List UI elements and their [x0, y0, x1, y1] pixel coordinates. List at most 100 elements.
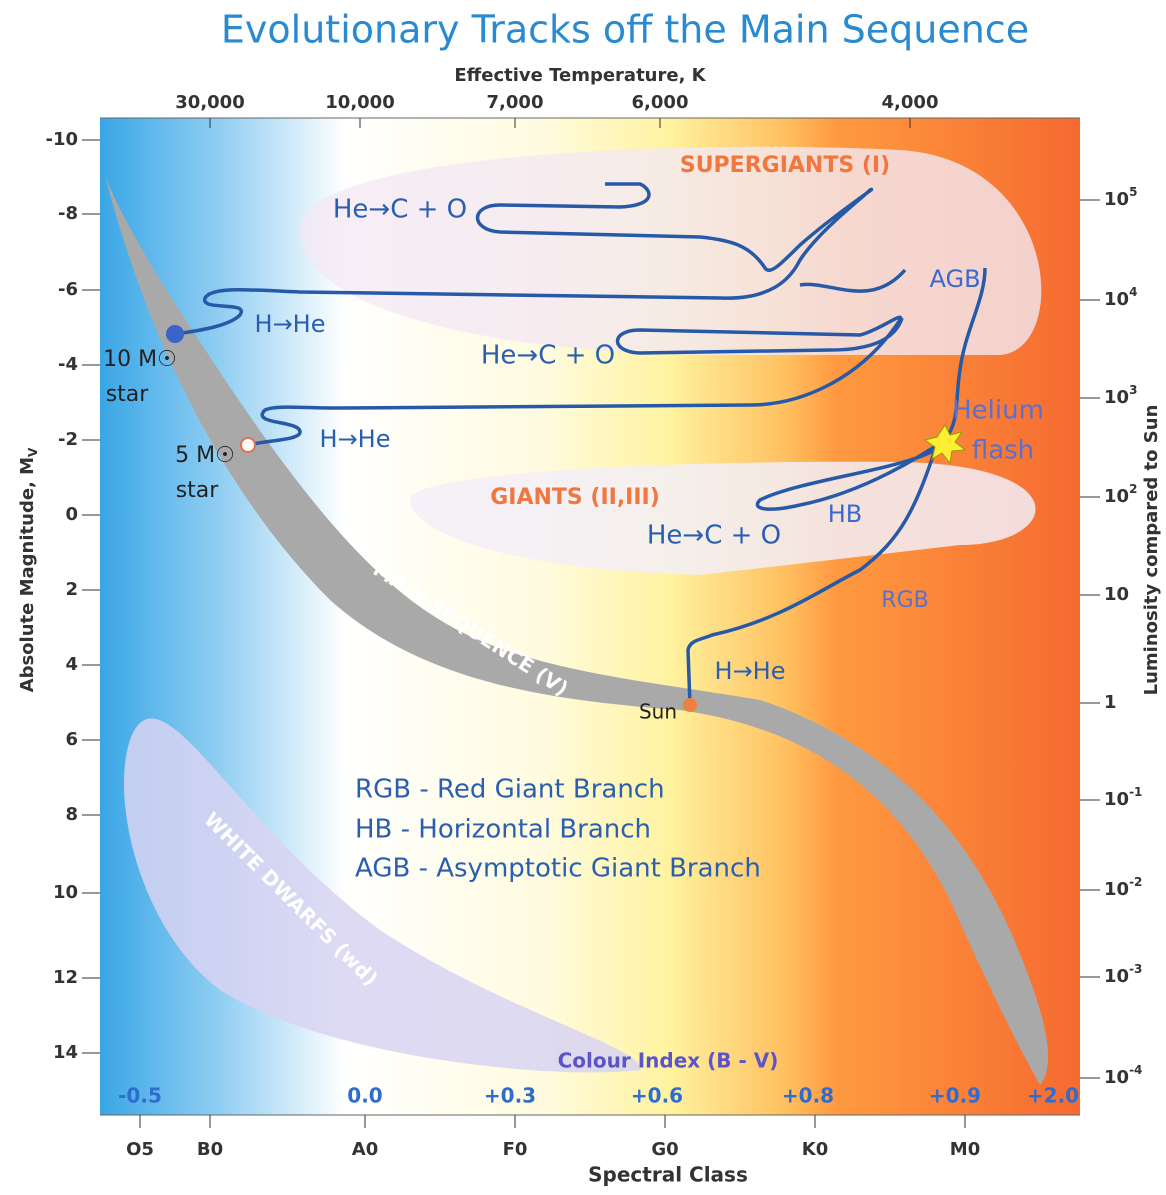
right-tick-base: 10 — [1104, 387, 1129, 408]
right-tick-base: 10 — [1104, 584, 1129, 605]
annotation: H→He — [320, 425, 391, 453]
bottom-tick-label: B0 — [197, 1139, 223, 1160]
sun-marker — [683, 698, 697, 712]
annotation: 5 M☉ — [175, 443, 235, 468]
region-label: SUPERGIANTS (I) — [680, 153, 890, 178]
colour-index-tick: +0.8 — [782, 1084, 834, 1108]
bottom-tick-label: F0 — [503, 1139, 528, 1160]
annotation: star — [176, 478, 220, 503]
left-tick-label: 10 — [53, 882, 78, 903]
left-tick-label: -8 — [58, 203, 78, 224]
top-tick-label: 30,000 — [175, 92, 244, 113]
annotation: Sun — [639, 700, 677, 724]
left-tick-label: -6 — [58, 279, 78, 300]
annotation: star — [106, 382, 150, 407]
colour-index-tick: +0.6 — [631, 1084, 683, 1108]
colour-index-tick: +2.0 — [1027, 1084, 1079, 1108]
bottom-tick-label: M0 — [950, 1139, 980, 1160]
bottom-tick-label: G0 — [651, 1139, 678, 1160]
right-tick-label: 105 — [1104, 185, 1137, 211]
left-tick-label: -10 — [45, 129, 78, 150]
left-axis-label-main: Absolute Magnitude, M — [17, 457, 38, 692]
left-tick-label: 2 — [65, 579, 78, 600]
top-tick-label: 4,000 — [882, 92, 939, 113]
colour-index-tick: -0.5 — [118, 1084, 162, 1108]
right-tick-label: 10-2 — [1104, 875, 1142, 901]
annotation: He→C + O — [333, 195, 467, 225]
left-tick-label: 0 — [65, 504, 78, 525]
track-sun — [686, 267, 987, 706]
right-tick-exp: -2 — [1129, 875, 1142, 889]
bottom-tick-label: O5 — [126, 1139, 154, 1160]
right-tick-base: 10 — [1104, 789, 1129, 810]
annotation: He→C + O — [647, 521, 781, 551]
colour-index-label: Colour Index (B - V) — [558, 1049, 779, 1073]
right-tick-base: 1 — [1104, 692, 1117, 713]
left-tick-label: 12 — [53, 967, 78, 988]
right-tick-base: 10 — [1104, 289, 1129, 310]
top-tick-label: 10,000 — [325, 92, 394, 113]
track-agb-upper — [799, 268, 907, 293]
right-tick-label: 1 — [1104, 692, 1117, 713]
top-tick-label: 6,000 — [632, 92, 689, 113]
left-axis-label: Absolute Magnitude, MV — [17, 447, 40, 692]
helium-flash-star — [923, 424, 967, 465]
legend-entry: RGB - Red Giant Branch — [355, 775, 665, 805]
right-tick-exp: 3 — [1129, 383, 1137, 397]
right-tick-label: 104 — [1104, 285, 1137, 311]
annotation: RGB — [881, 588, 928, 613]
legend-entry: HB - Horizontal Branch — [355, 815, 651, 845]
track-10msun — [174, 182, 874, 336]
right-tick-label: 10-4 — [1104, 1063, 1142, 1089]
right-tick-base: 10 — [1104, 966, 1129, 987]
right-tick-label: 10-3 — [1104, 962, 1142, 988]
right-tick-exp: -3 — [1129, 962, 1142, 976]
star-5msun — [240, 437, 256, 453]
left-tick-label: -4 — [58, 354, 78, 375]
left-tick-label: 14 — [53, 1042, 78, 1063]
colour-index-tick: +0.9 — [929, 1084, 981, 1108]
colour-index-tick: 0.0 — [347, 1084, 382, 1108]
annotation: H→He — [715, 657, 786, 685]
right-axis-label: Luminosity compared to Sun — [1141, 405, 1162, 696]
top-axis-label: Effective Temperature, K — [454, 65, 706, 86]
right-tick-label: 103 — [1104, 383, 1137, 409]
right-tick-label: 10-1 — [1104, 785, 1142, 811]
top-tick-label: 7,000 — [487, 92, 544, 113]
right-tick-base: 10 — [1104, 1067, 1129, 1088]
right-tick-exp: 5 — [1129, 185, 1137, 199]
bottom-tick-label: A0 — [352, 1139, 378, 1160]
annotation: AGB — [929, 265, 980, 293]
right-tick-label: 10 — [1104, 584, 1129, 605]
right-tick-exp: -1 — [1129, 785, 1142, 799]
left-axis-label-sub: V — [26, 447, 40, 457]
annotation: flash — [972, 436, 1034, 466]
left-tick-label: 4 — [65, 654, 78, 675]
white-dwarf-region — [124, 718, 641, 1073]
annotation: Helium — [952, 396, 1044, 426]
left-tick-label: -2 — [58, 429, 78, 450]
track-5msun — [247, 315, 904, 447]
title: Evolutionary Tracks off the Main Sequenc… — [221, 8, 1029, 52]
legend-entry: AGB - Asymptotic Giant Branch — [355, 854, 761, 884]
left-tick-label: 6 — [65, 729, 78, 750]
annotation: He→C + O — [481, 341, 615, 371]
right-tick-label: 102 — [1104, 482, 1137, 508]
right-tick-exp: -4 — [1129, 1063, 1142, 1077]
colour-index-tick: +0.3 — [484, 1084, 536, 1108]
star-10msun — [166, 325, 184, 343]
right-tick-base: 10 — [1104, 486, 1129, 507]
annotation: H→He — [255, 310, 326, 338]
region-label: GIANTS (II,III) — [490, 485, 660, 510]
giants-region — [410, 461, 1036, 575]
annotation: HB — [828, 500, 863, 528]
right-tick-base: 10 — [1104, 879, 1129, 900]
left-tick-label: 8 — [65, 804, 78, 825]
right-tick-base: 10 — [1104, 189, 1129, 210]
right-tick-exp: 4 — [1129, 285, 1137, 299]
bottom-tick-label: K0 — [802, 1139, 828, 1160]
annotation: 10 M☉ — [103, 347, 177, 372]
right-tick-exp: 2 — [1129, 482, 1137, 496]
